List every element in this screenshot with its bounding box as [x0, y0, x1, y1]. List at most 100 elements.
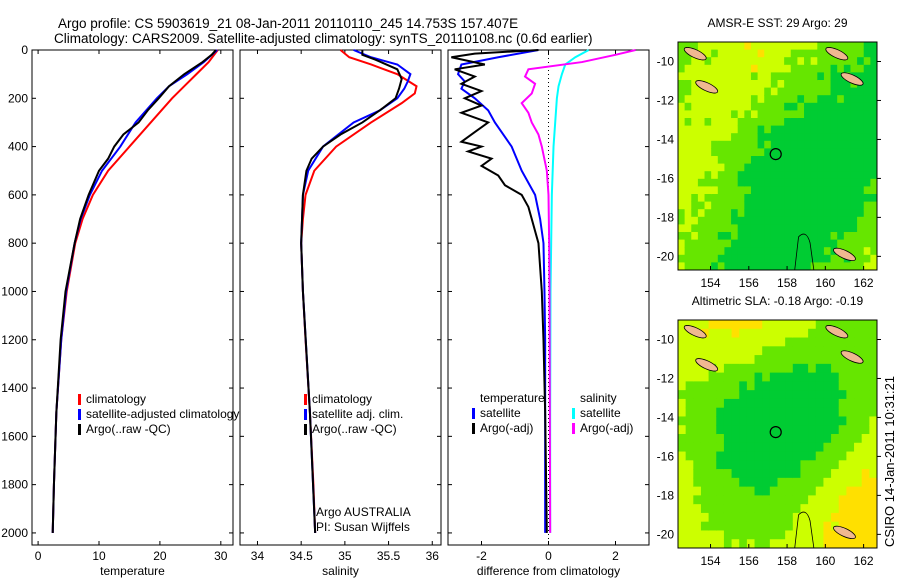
map-cell [857, 95, 865, 104]
map-cell [746, 407, 756, 417]
map-cell [777, 530, 786, 540]
map-cell [716, 451, 725, 461]
map-cell [697, 64, 706, 73]
map-cell [746, 451, 756, 461]
map-cell [843, 64, 851, 73]
map-cell [744, 178, 752, 187]
map-cell [754, 416, 763, 426]
map-cell [785, 363, 794, 374]
map-cell [770, 239, 778, 248]
map-cell [869, 451, 878, 461]
map-cell [685, 451, 694, 461]
map-cell [863, 209, 871, 218]
map-cell [790, 118, 798, 127]
map-cell [746, 469, 756, 479]
map-cell [685, 469, 694, 479]
map-cell [731, 87, 739, 96]
map-cell [764, 186, 772, 195]
map-cell [854, 372, 863, 382]
map-cell [724, 209, 732, 218]
map-cell [678, 398, 687, 409]
map-cell [691, 232, 699, 241]
map-cell [762, 530, 771, 540]
map-cell [724, 95, 732, 104]
map-cell [810, 178, 818, 187]
map-cell [731, 72, 739, 81]
map-cell [846, 407, 855, 417]
map-cell [684, 239, 692, 248]
map-cell [790, 262, 798, 271]
map-field [678, 320, 878, 549]
map-cell [750, 148, 759, 157]
map-cell [815, 442, 824, 453]
map-cell [850, 57, 858, 66]
map-cell [708, 416, 717, 426]
map-cell [717, 118, 725, 127]
map-cell [691, 216, 699, 225]
map-cell [777, 118, 785, 127]
map-cell [724, 140, 732, 149]
map-cell [691, 80, 699, 89]
y-tick-label: 0 [21, 43, 28, 57]
map-cell [837, 125, 845, 134]
map-cell [723, 416, 733, 426]
map-cell [678, 133, 686, 142]
map-cell [739, 416, 748, 426]
map-cell [769, 451, 778, 461]
map-cell [744, 163, 752, 172]
map-cell [790, 239, 798, 248]
map-cell [684, 247, 692, 256]
map-cell [731, 209, 739, 218]
map-cell [804, 64, 812, 73]
map-cell [739, 320, 748, 330]
map-cell [684, 95, 692, 104]
map-cell [684, 64, 692, 73]
map-cell [808, 434, 817, 444]
map-cell [757, 209, 765, 218]
map-cell [870, 140, 878, 149]
map-cell [831, 337, 840, 347]
map-cell [837, 163, 845, 172]
map-cell [737, 102, 745, 111]
x-tick-label: 34 [251, 549, 265, 563]
map-cell [777, 102, 785, 111]
map-cell [815, 328, 824, 339]
map-cell [857, 49, 865, 58]
map-cell [744, 87, 752, 96]
map-cell [815, 398, 824, 409]
map-cell [717, 209, 725, 218]
map-cell [804, 133, 812, 142]
map-cell [754, 434, 763, 444]
map-cell [685, 425, 694, 435]
map-cell [804, 80, 812, 89]
map-cell [797, 216, 805, 225]
map-cell [739, 477, 748, 488]
map-cell [746, 320, 756, 330]
map-cell [790, 224, 798, 233]
map-cell [757, 95, 765, 104]
map-cell [857, 209, 865, 218]
map-cell [785, 355, 794, 365]
map-cell [716, 372, 725, 382]
map-cell [700, 460, 710, 470]
map-cell [870, 171, 878, 180]
map-cell [823, 486, 832, 496]
map-cell [731, 477, 740, 488]
map-cell [823, 451, 832, 461]
map-cell [792, 381, 801, 391]
x-tick-label: 10 [92, 549, 106, 563]
y-tick-label: 1800 [1, 478, 28, 492]
map-cell [691, 57, 699, 66]
map-cell [746, 434, 756, 444]
map-cell [770, 57, 778, 66]
map-cell [769, 416, 778, 426]
map-cell [870, 209, 878, 218]
map-cell [823, 337, 832, 347]
map-cell [870, 57, 878, 66]
map-cell [784, 110, 792, 119]
map-cell [723, 337, 733, 347]
map-cell [863, 232, 871, 241]
map-cell [693, 486, 702, 496]
map-cell [750, 254, 759, 263]
map-cell [850, 194, 858, 203]
